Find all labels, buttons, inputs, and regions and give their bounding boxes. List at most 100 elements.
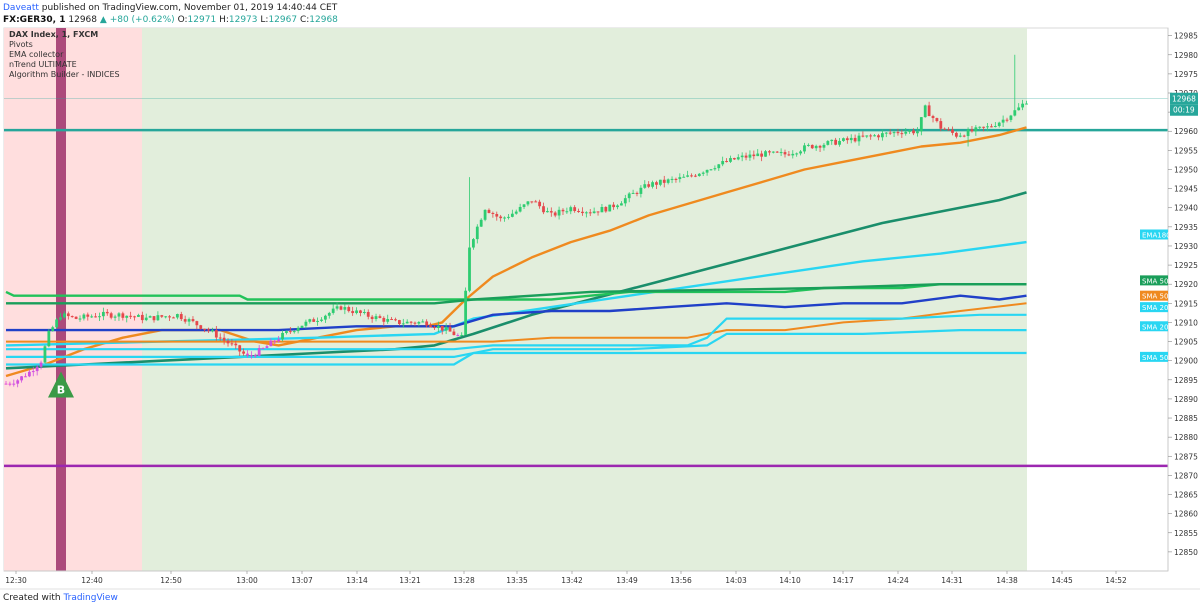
high-label: H: xyxy=(219,15,229,25)
candle xyxy=(429,322,432,328)
candle xyxy=(721,156,725,167)
candle xyxy=(172,316,175,319)
candle-body xyxy=(257,348,261,356)
candle xyxy=(553,211,557,218)
candle xyxy=(339,305,343,311)
price-tick-label: 12935 xyxy=(1174,223,1198,232)
candle-body xyxy=(892,132,896,134)
candle xyxy=(954,131,958,139)
time-tick-label: 14:45 xyxy=(1051,576,1073,585)
symbol-name[interactable]: FX:GER30, 1 xyxy=(3,15,66,25)
candle xyxy=(300,325,304,329)
candle xyxy=(604,206,608,213)
candle-body xyxy=(923,105,927,118)
candle-body xyxy=(203,328,207,330)
candle-body xyxy=(884,132,888,134)
candle xyxy=(701,171,705,177)
candle xyxy=(359,309,362,317)
candle-body xyxy=(655,182,658,185)
candle-body xyxy=(690,175,693,177)
candle-body xyxy=(904,131,908,134)
ma-label-box xyxy=(1140,275,1168,286)
price-tick-label: 12930 xyxy=(1174,242,1198,251)
candle-body xyxy=(838,140,841,145)
candle xyxy=(803,142,806,154)
candle-body xyxy=(877,135,880,138)
candle xyxy=(990,123,993,128)
candle xyxy=(869,133,873,140)
candle xyxy=(327,311,331,319)
candle-body xyxy=(873,135,876,137)
candle xyxy=(164,316,168,319)
author-link[interactable]: Daveatt xyxy=(3,3,39,13)
candle-body xyxy=(939,121,943,129)
ma-label-text: SMA 50 xyxy=(1142,277,1168,285)
candle-body xyxy=(495,213,499,217)
candle xyxy=(732,157,736,160)
candle-body xyxy=(164,316,168,318)
candle xyxy=(690,173,693,178)
ma-line-blue-wavy xyxy=(6,294,1027,332)
candle xyxy=(316,317,319,326)
candle xyxy=(822,143,826,151)
candle xyxy=(947,127,950,131)
candle xyxy=(557,206,561,220)
candle xyxy=(121,311,125,321)
candle-body xyxy=(94,316,97,318)
price-tick-label: 12915 xyxy=(1174,299,1198,308)
candle-body xyxy=(273,340,277,342)
candle-body xyxy=(24,376,27,378)
candle xyxy=(117,312,121,321)
candle xyxy=(939,118,943,132)
candle xyxy=(323,314,327,323)
candle xyxy=(584,211,588,218)
candle xyxy=(90,314,94,318)
candle-body xyxy=(775,151,779,153)
candle xyxy=(795,152,799,157)
candle xyxy=(331,304,335,315)
candle-body xyxy=(66,313,70,317)
candle xyxy=(919,116,923,136)
candle-body xyxy=(935,118,939,122)
time-tick-label: 14:52 xyxy=(1105,576,1127,585)
candle-body xyxy=(701,172,705,174)
time-tick-label: 13:21 xyxy=(399,576,421,585)
candle xyxy=(168,314,171,322)
candle-body xyxy=(285,331,288,333)
time-axis-bg xyxy=(0,572,1200,588)
candle-body xyxy=(783,152,787,155)
candle xyxy=(370,314,374,323)
candle-body xyxy=(168,316,171,318)
candle xyxy=(818,144,822,153)
candle xyxy=(588,209,592,217)
candle-body xyxy=(137,314,140,317)
candle-body xyxy=(947,129,950,131)
candle xyxy=(507,214,510,220)
ma-label-text: SMA 50 xyxy=(1142,293,1168,301)
candle-body xyxy=(261,348,265,350)
candle-body xyxy=(347,307,351,312)
candle-body xyxy=(573,207,577,211)
candle xyxy=(183,315,187,324)
price-tick-label: 12900 xyxy=(1174,357,1198,366)
candle xyxy=(1013,54,1017,117)
candle xyxy=(697,173,701,177)
candle-body xyxy=(978,126,982,128)
candle-body xyxy=(4,383,8,385)
candle-body xyxy=(869,135,873,137)
candle xyxy=(958,132,962,138)
ma-line-cyan-1 xyxy=(6,313,1027,351)
candle xyxy=(810,144,814,150)
candle xyxy=(78,315,82,322)
candle xyxy=(861,131,865,138)
candle xyxy=(273,339,277,345)
candle-body xyxy=(814,145,818,149)
candle xyxy=(764,150,767,157)
candle xyxy=(401,318,405,328)
candle xyxy=(510,209,514,218)
tradingview-logo[interactable]: TradingView xyxy=(63,593,118,603)
candle xyxy=(857,132,861,146)
candle xyxy=(487,208,491,214)
candle-body xyxy=(343,307,347,310)
